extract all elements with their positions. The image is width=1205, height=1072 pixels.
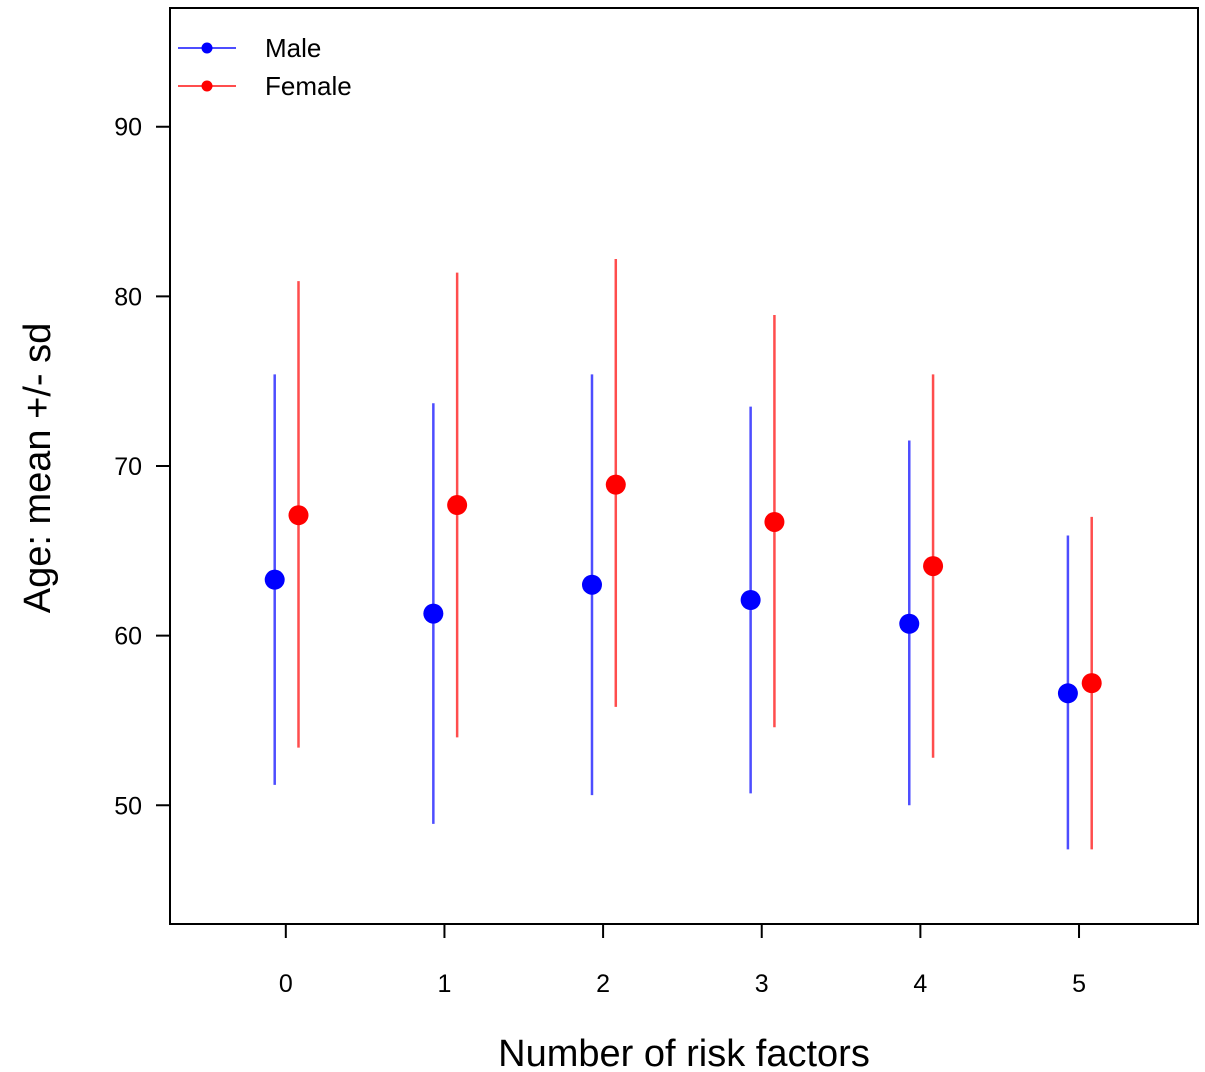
- y-tick-label: 90: [114, 114, 142, 142]
- legend-label-male: Male: [265, 33, 321, 63]
- legend-point-female: [201, 80, 213, 92]
- legend-label-female: Female: [265, 71, 352, 101]
- male-mean-point: [1057, 683, 1078, 704]
- y-tick-label: 50: [114, 792, 142, 820]
- legend-item-male: Male: [178, 33, 321, 63]
- y-axis: 50 60 70 80 90: [114, 114, 170, 820]
- x-axis-title: Number of risk factors: [498, 1033, 870, 1072]
- male-mean-point: [264, 569, 285, 590]
- x-tick-label: 5: [1072, 970, 1086, 998]
- y-tick-label: 60: [114, 623, 142, 651]
- female-mean-point: [288, 505, 309, 526]
- female-mean-point: [605, 474, 626, 495]
- female-mean-point: [923, 556, 944, 577]
- female-mean-point: [1081, 673, 1102, 694]
- legend-point-male: [201, 42, 213, 54]
- x-tick-label: 1: [437, 970, 451, 998]
- x-tick-label: 4: [913, 970, 927, 998]
- female-mean-point: [764, 511, 785, 532]
- male-mean-point: [740, 590, 761, 611]
- series-layer: [264, 259, 1102, 850]
- y-tick-label: 80: [114, 283, 142, 311]
- legend: Male Female: [178, 33, 352, 101]
- y-axis-title: Age: mean +/- sd: [17, 323, 59, 613]
- x-axis: 0 1 2 3 4 5: [279, 924, 1086, 998]
- male-mean-point: [899, 613, 920, 634]
- male-mean-point: [423, 603, 444, 624]
- female-mean-point: [447, 495, 468, 516]
- male-mean-point: [581, 574, 602, 595]
- x-tick-label: 3: [755, 970, 769, 998]
- series-male: [264, 374, 1078, 850]
- y-tick-label: 70: [114, 453, 142, 481]
- plot-frame: [169, 7, 1199, 925]
- x-tick-label: 2: [596, 970, 610, 998]
- x-tick-label: 0: [279, 970, 293, 998]
- legend-item-female: Female: [178, 71, 352, 101]
- series-female: [288, 259, 1102, 850]
